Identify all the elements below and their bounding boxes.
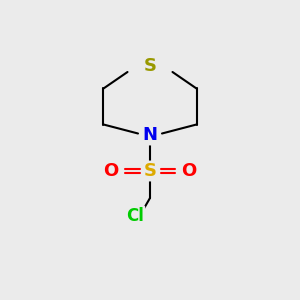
Text: Cl: Cl xyxy=(126,207,144,225)
Text: S: S xyxy=(143,57,157,75)
Text: O: O xyxy=(103,162,118,180)
Text: N: N xyxy=(142,126,158,144)
Text: S: S xyxy=(143,162,157,180)
Text: O: O xyxy=(182,162,196,180)
